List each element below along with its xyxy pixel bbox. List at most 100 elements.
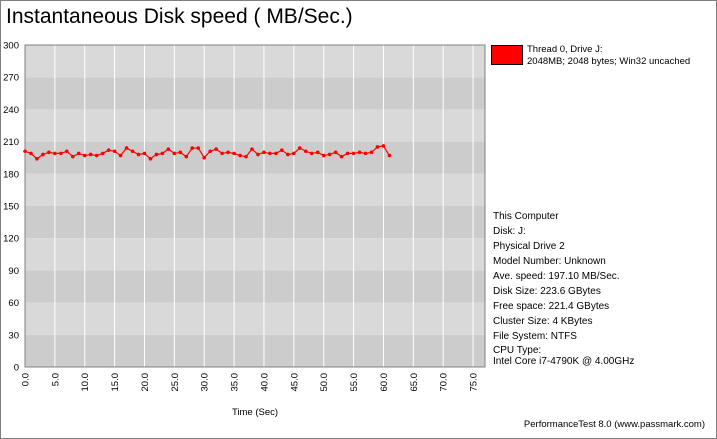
data-point bbox=[70, 154, 75, 159]
data-point bbox=[363, 151, 368, 156]
info-computer: This Computer bbox=[493, 211, 559, 222]
y-tick-label: 270 bbox=[3, 73, 19, 84]
info-physical-drive: Physical Drive 2 bbox=[493, 241, 565, 252]
x-tick-label: 20.0 bbox=[140, 373, 151, 392]
x-tick-label: 15.0 bbox=[110, 373, 121, 392]
data-point bbox=[232, 151, 236, 156]
data-point bbox=[303, 149, 308, 154]
data-point bbox=[244, 154, 248, 159]
data-point bbox=[47, 150, 51, 155]
plot-band bbox=[25, 270, 485, 303]
data-point bbox=[220, 151, 224, 156]
data-point bbox=[166, 147, 171, 151]
data-point bbox=[160, 151, 165, 156]
legend-entry: Thread 0, Drive J: 2048MB; 2048 bytes; W… bbox=[527, 44, 690, 68]
data-point bbox=[94, 153, 99, 158]
x-axis-label: Time (Sec) bbox=[232, 407, 278, 418]
data-point bbox=[268, 151, 272, 156]
data-point bbox=[76, 151, 81, 156]
plot-band bbox=[25, 334, 485, 367]
y-tick-label: 30 bbox=[8, 330, 19, 341]
plot-band bbox=[25, 206, 485, 239]
x-tick-label: 45.0 bbox=[289, 373, 300, 392]
info-disk: Disk: J: bbox=[493, 226, 526, 237]
x-tick-label: 30.0 bbox=[200, 373, 211, 392]
data-point bbox=[178, 150, 183, 155]
data-point bbox=[136, 152, 141, 157]
data-point bbox=[65, 149, 69, 154]
info-cpu-type-value: Intel Core i7-4790K @ 4.00GHz bbox=[493, 356, 635, 367]
plot-band bbox=[25, 109, 485, 142]
data-point bbox=[59, 151, 63, 156]
info-free-space: Free space: 221.4 GBytes bbox=[493, 301, 610, 312]
data-point bbox=[100, 151, 105, 156]
y-tick-label: 120 bbox=[3, 234, 19, 245]
data-point bbox=[124, 146, 129, 150]
data-point bbox=[208, 149, 212, 154]
plot-band bbox=[25, 302, 485, 335]
data-point bbox=[190, 146, 195, 150]
data-point bbox=[130, 149, 135, 154]
y-tick-label: 300 bbox=[3, 41, 19, 52]
data-point bbox=[292, 151, 296, 156]
y-tick-label: 150 bbox=[3, 202, 19, 213]
data-point bbox=[286, 152, 290, 157]
x-tick-label: 5.0 bbox=[50, 373, 61, 386]
data-point bbox=[298, 146, 302, 150]
data-point bbox=[280, 148, 284, 152]
x-tick-label: 60.0 bbox=[379, 373, 390, 392]
info-ave-speed: Ave. speed: 197.10 MB/Sec. bbox=[493, 271, 620, 282]
x-tick-label: 55.0 bbox=[349, 373, 360, 392]
data-point bbox=[262, 150, 266, 155]
data-point bbox=[333, 150, 338, 155]
y-tick-label: 240 bbox=[3, 105, 19, 116]
info-cluster-size: Cluster Size: 4 KBytes bbox=[493, 316, 593, 327]
plot-band bbox=[25, 173, 485, 206]
data-point bbox=[184, 154, 189, 159]
plot-border bbox=[24, 44, 486, 368]
data-point bbox=[274, 151, 278, 156]
plot-band bbox=[25, 238, 485, 271]
data-point bbox=[226, 150, 230, 155]
y-tick-label: 210 bbox=[3, 137, 19, 148]
data-point bbox=[82, 153, 87, 158]
x-tick-label: 35.0 bbox=[230, 373, 241, 392]
info-disk-size: Disk Size: 223.6 GBytes bbox=[493, 286, 601, 297]
data-point bbox=[172, 151, 177, 156]
data-point bbox=[142, 151, 147, 156]
data-point bbox=[35, 156, 39, 161]
data-point bbox=[327, 152, 332, 157]
data-point bbox=[29, 151, 33, 156]
x-tick-label: 40.0 bbox=[259, 373, 270, 392]
x-tick-label: 0.0 bbox=[21, 373, 32, 386]
data-point bbox=[315, 150, 320, 155]
data-point bbox=[256, 152, 260, 157]
footer-credit: PerformanceTest 8.0 (www.passmark.com) bbox=[523, 419, 705, 430]
legend-line-2: 2048MB; 2048 bytes; Win32 uncached bbox=[527, 56, 691, 67]
data-point bbox=[250, 147, 254, 151]
data-point bbox=[88, 152, 93, 157]
plot-band bbox=[25, 45, 485, 78]
chart-title: Instantaneous Disk speed ( MB/Sec.) bbox=[6, 5, 353, 28]
legend-line-1: Thread 0, Drive J: bbox=[527, 44, 603, 55]
plot-band bbox=[25, 141, 485, 174]
x-tick-label: 75.0 bbox=[469, 373, 480, 392]
data-point bbox=[321, 153, 326, 158]
data-point bbox=[339, 154, 344, 159]
data-point bbox=[118, 153, 123, 158]
system-info-panel: This Computer Disk: J: Physical Drive 2 … bbox=[493, 210, 634, 368]
y-tick-label: 0 bbox=[14, 363, 19, 374]
y-tick-label: 90 bbox=[8, 266, 19, 277]
data-point bbox=[238, 153, 242, 158]
data-point bbox=[345, 151, 350, 156]
data-point bbox=[369, 150, 374, 155]
y-tick-label: 60 bbox=[8, 298, 19, 309]
y-tick-label: 180 bbox=[3, 169, 19, 180]
data-point bbox=[214, 147, 218, 151]
data-point bbox=[351, 151, 356, 156]
data-point bbox=[196, 146, 201, 150]
data-point bbox=[381, 144, 386, 148]
x-tick-label: 25.0 bbox=[170, 373, 181, 392]
info-file-system: File System: NTFS bbox=[493, 331, 577, 342]
